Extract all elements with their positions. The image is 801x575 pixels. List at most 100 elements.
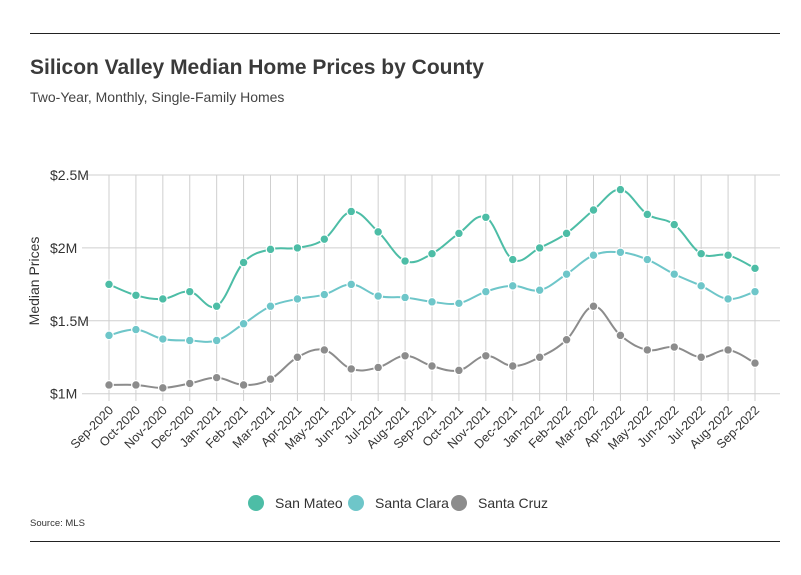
point-santa-clara [346, 279, 357, 290]
series-santa-clara [104, 247, 760, 346]
point-santa-cruz [642, 345, 653, 355]
y-tick-label: $1.5M [50, 313, 89, 329]
point-santa-cruz [346, 364, 357, 374]
legend: San Mateo Santa Clara Santa Cruz [248, 495, 548, 511]
point-san-mateo [723, 250, 733, 261]
legend-item-san-mateo: San Mateo [248, 495, 343, 511]
point-santa-clara [454, 298, 464, 309]
point-santa-clara [480, 286, 491, 297]
series-santa-cruz [104, 301, 760, 393]
point-santa-cruz [561, 334, 572, 345]
legend-marker [348, 495, 364, 511]
point-san-mateo [696, 248, 707, 259]
point-san-mateo [669, 219, 680, 230]
point-santa-clara [131, 324, 141, 335]
point-santa-cruz [669, 342, 680, 352]
point-santa-clara [238, 318, 249, 329]
point-santa-clara [588, 250, 599, 261]
y-tick-label: $2M [50, 240, 77, 256]
point-santa-clara [615, 247, 626, 258]
point-santa-cruz [319, 345, 330, 355]
point-san-mateo [400, 256, 410, 266]
point-santa-cruz [131, 380, 141, 390]
point-santa-clara [427, 296, 437, 307]
point-san-mateo [346, 206, 357, 217]
point-santa-cruz [238, 380, 249, 390]
point-san-mateo [642, 209, 653, 220]
top-rule [30, 33, 780, 34]
legend-label: San Mateo [275, 495, 343, 511]
y-tick-label: $1M [50, 386, 77, 402]
legend-label: Santa Cruz [478, 495, 548, 511]
point-santa-cruz [534, 352, 545, 363]
point-santa-clara [723, 294, 733, 304]
point-santa-clara [104, 330, 114, 341]
point-santa-clara [507, 280, 518, 291]
point-santa-cruz [157, 382, 168, 393]
point-santa-clara [373, 291, 384, 301]
point-santa-clara [400, 292, 410, 303]
point-san-mateo [131, 290, 141, 301]
point-santa-cruz [400, 350, 410, 361]
x-axis-ticks: Sep-2020Oct-2020Nov-2020Dec-2020Jan-2021… [68, 403, 762, 452]
point-san-mateo [427, 248, 437, 259]
point-san-mateo [157, 294, 168, 304]
point-santa-clara [211, 335, 222, 346]
series-san-mateo [104, 184, 760, 312]
point-santa-cruz [723, 345, 733, 355]
point-san-mateo [184, 286, 195, 297]
point-san-mateo [615, 184, 626, 195]
point-santa-clara [319, 289, 330, 300]
point-santa-clara [184, 335, 195, 346]
point-santa-clara [696, 280, 707, 291]
point-santa-clara [561, 269, 572, 280]
point-san-mateo [480, 212, 491, 223]
point-san-mateo [104, 279, 114, 290]
point-santa-cruz [696, 352, 707, 363]
point-santa-clara [534, 285, 545, 296]
point-san-mateo [534, 243, 545, 253]
point-santa-cruz [104, 380, 114, 390]
point-san-mateo [588, 205, 599, 215]
point-santa-cruz [184, 378, 195, 389]
y-tick-label: $2.5M [50, 167, 89, 183]
legend-marker [451, 495, 467, 511]
chart-title: Silicon Valley Median Home Prices by Cou… [30, 56, 484, 79]
point-san-mateo [292, 243, 303, 253]
legend-label: Santa Clara [375, 495, 449, 511]
point-san-mateo [454, 228, 464, 239]
point-san-mateo [319, 234, 330, 245]
point-san-mateo [265, 244, 276, 255]
horizontal-gridlines [82, 174, 780, 395]
point-san-mateo [238, 257, 249, 268]
point-santa-clara [669, 269, 680, 280]
chart-subtitle: Two-Year, Monthly, Single-Family Homes [30, 89, 285, 105]
point-santa-clara [292, 294, 303, 304]
bottom-rule [30, 541, 780, 542]
point-santa-clara [157, 334, 168, 344]
y-axis-ticks: $1M $1.5M $2M $2.5M [50, 167, 89, 402]
point-san-mateo [507, 254, 518, 265]
point-santa-cruz [615, 330, 626, 341]
point-santa-cruz [427, 361, 437, 371]
point-san-mateo [750, 263, 760, 274]
point-santa-cruz [211, 372, 222, 383]
source-note: Source: MLS [30, 518, 85, 529]
legend-item-santa-clara: Santa Clara [348, 495, 449, 511]
point-santa-clara [750, 286, 760, 297]
point-santa-cruz [588, 301, 599, 312]
point-san-mateo [373, 226, 384, 237]
y-axis-title: Median Prices [26, 237, 42, 326]
point-santa-cruz [750, 358, 760, 368]
point-santa-cruz [265, 374, 276, 385]
point-santa-cruz [373, 362, 384, 373]
point-santa-cruz [454, 365, 464, 376]
point-santa-clara [265, 301, 276, 312]
point-san-mateo [211, 301, 222, 312]
point-santa-clara [642, 254, 653, 265]
point-santa-cruz [292, 352, 303, 363]
legend-marker [248, 495, 264, 511]
point-san-mateo [561, 228, 572, 239]
point-santa-cruz [507, 361, 518, 371]
